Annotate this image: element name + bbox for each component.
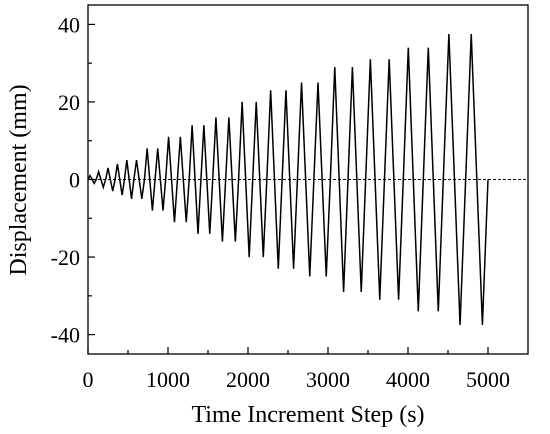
y-tick-label: -40 <box>51 323 80 348</box>
x-tick-label: 4000 <box>386 367 430 392</box>
y-tick-label: 20 <box>58 90 80 115</box>
x-tick-label: 3000 <box>306 367 350 392</box>
y-axis-title: Displacement (mm) <box>6 84 32 275</box>
x-axis-title: Time Increment Step (s) <box>191 402 424 428</box>
displacement-series-line <box>87 34 489 325</box>
y-tick-label: -20 <box>51 245 80 270</box>
x-tick-label: 0 <box>83 367 94 392</box>
x-tick-label: 2000 <box>226 367 270 392</box>
x-tick-label: 1000 <box>146 367 190 392</box>
tick-layer: 0 1000 2000 3000 4000 5000 -40 -20 0 20 40 <box>51 12 510 392</box>
y-tick-label: 40 <box>58 12 80 37</box>
x-tick-label: 5000 <box>466 367 510 392</box>
y-tick-label: 0 <box>69 168 80 193</box>
series-layer <box>87 34 489 325</box>
